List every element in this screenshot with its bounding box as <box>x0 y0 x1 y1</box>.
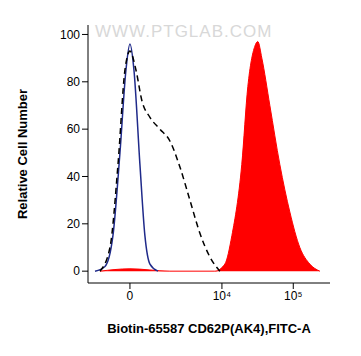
svg-text:20: 20 <box>67 217 81 231</box>
svg-text:10⁴: 10⁴ <box>213 289 232 303</box>
svg-text:40: 40 <box>67 170 81 184</box>
html-text:WWW.PTGLAB.COM: WWW.PTGLAB.COM <box>95 22 273 41</box>
svg-text:Relative Cell Number: Relative Cell Number <box>15 89 30 219</box>
svg-text:Biotin-65587 CD62P(AK4),FITC-A: Biotin-65587 CD62P(AK4),FITC-A <box>107 321 311 336</box>
svg-text:80: 80 <box>67 75 81 89</box>
svg-text:60: 60 <box>67 122 81 136</box>
svg-text:0: 0 <box>73 264 80 278</box>
svg-text:100: 100 <box>60 28 80 42</box>
svg-text:0: 0 <box>127 289 134 303</box>
svg-text:10⁵: 10⁵ <box>284 289 302 303</box>
